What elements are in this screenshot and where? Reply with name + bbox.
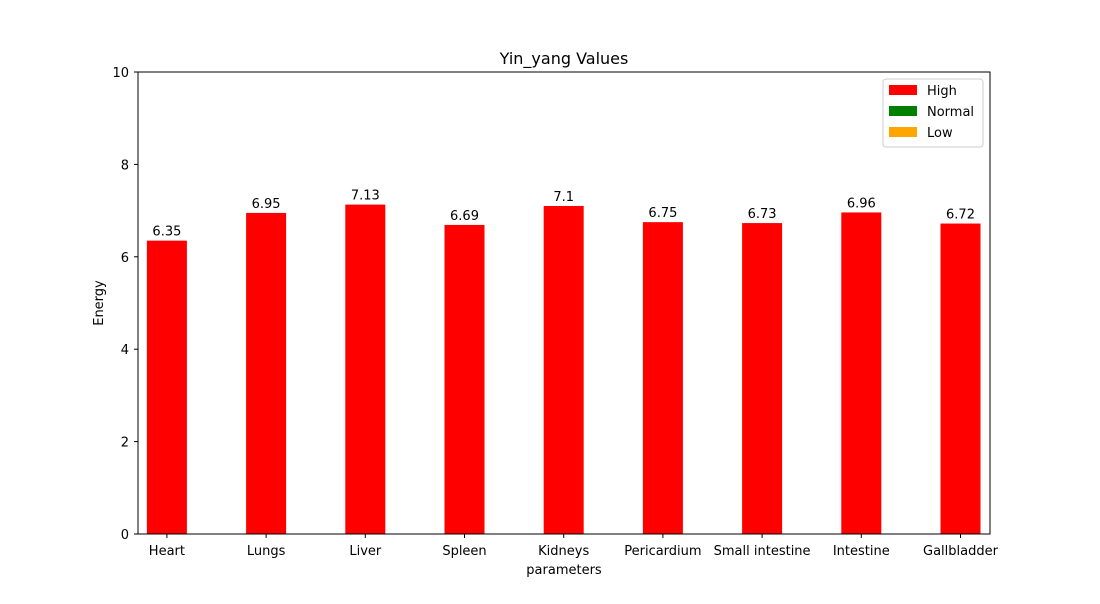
x-tick-label: Lungs: [247, 544, 286, 559]
plot-frame: [137, 71, 991, 535]
x-tick-label: Intestine: [833, 544, 890, 559]
x-axis-label: parameters: [526, 563, 602, 578]
x-tick-label: Spleen: [442, 544, 486, 559]
legend-swatch: [889, 127, 917, 137]
y-tick-label: 2: [121, 436, 129, 451]
chart-title: Yin_yang Values: [499, 49, 629, 69]
bar-kidneys: [543, 205, 584, 535]
data-label: 6.95: [252, 197, 281, 212]
bar-spleen: [444, 224, 485, 534]
bar-lungs: [246, 212, 287, 534]
y-tick-label: 0: [121, 528, 129, 543]
data-label: 6.96: [847, 196, 876, 211]
x-tick-label: Pericardium: [624, 544, 701, 559]
data-label: 7.13: [351, 189, 380, 204]
x-tick-label: Kidneys: [538, 544, 589, 559]
bar-liver: [345, 204, 386, 534]
bar-intestine: [841, 212, 882, 534]
bar-pericardium: [642, 222, 683, 534]
x-tick-label: Gallbladder: [923, 544, 999, 559]
bar-heart: [146, 240, 187, 534]
x-tick-label: Small intestine: [714, 544, 811, 559]
data-label: 7.1: [553, 190, 574, 205]
legend-entry-high: High: [927, 84, 957, 99]
data-label: 6.72: [946, 208, 975, 223]
y-tick-label: 4: [121, 343, 129, 358]
bar-gallbladder: [940, 223, 981, 534]
legend-swatch: [889, 85, 917, 95]
y-tick-label: 8: [121, 158, 129, 173]
bar-small-intestine: [742, 223, 783, 534]
y-tick-label: 6: [121, 251, 129, 266]
data-label: 6.69: [450, 209, 479, 224]
legend-entry-low: Low: [927, 126, 953, 141]
y-axis-label: Energy: [92, 280, 107, 326]
y-tick-label: 10: [112, 66, 129, 81]
legend: High Normal Low: [882, 78, 984, 148]
legend-swatch: [889, 106, 917, 116]
data-label: 6.75: [648, 206, 677, 221]
legend-entry-normal: Normal: [927, 105, 974, 120]
ticks-layer: Heart Lungs Liver Spleen Kidneys Pericardium S…: [112, 66, 998, 559]
bars-layer: 6.35 6.95 7.13 6.69 7.1 6.75 6.73 6.96 6.72: [146, 189, 981, 535]
x-tick-label: Heart: [149, 544, 185, 559]
data-label: 6.35: [152, 225, 181, 240]
x-tick-label: Liver: [349, 544, 382, 559]
data-label: 6.73: [748, 207, 777, 222]
